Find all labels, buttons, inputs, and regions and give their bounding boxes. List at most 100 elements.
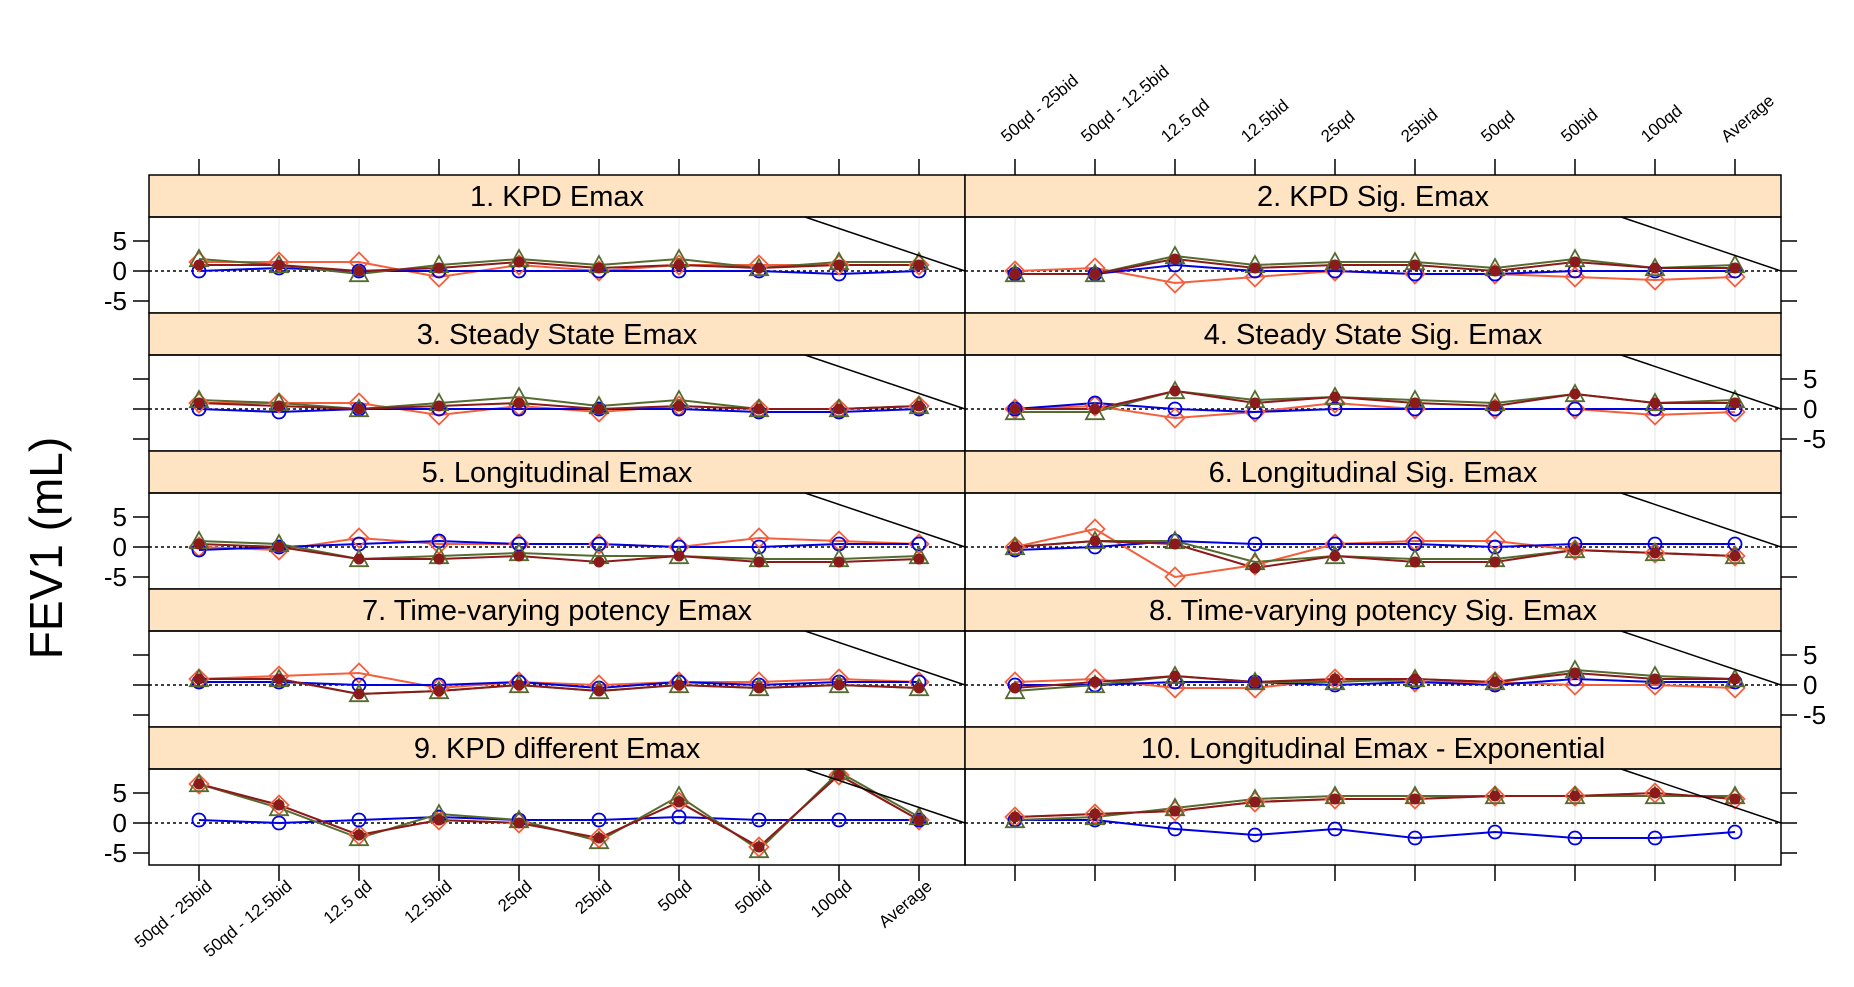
data-point-dot — [353, 553, 365, 565]
series-line-diamond — [198, 773, 920, 849]
data-point-dot — [273, 673, 285, 685]
data-point-dot — [913, 553, 925, 565]
y-tick-label: -5 — [104, 562, 127, 592]
diagonal-line — [1620, 768, 1782, 824]
y-tick-label: 5 — [113, 502, 127, 532]
data-point-diamond — [1644, 269, 1666, 291]
panel-strip — [148, 450, 966, 494]
data-point-dot — [513, 397, 525, 409]
y-tick-label: 0 — [113, 256, 127, 286]
data-point-dot — [753, 262, 765, 274]
x-tick-label-bottom: 12.5bid — [401, 877, 456, 927]
series-line-circle — [198, 408, 920, 414]
panel-title: 3. Steady State Emax — [417, 319, 698, 351]
x-tick-label-bottom: 50qd - 12.5bid — [200, 877, 295, 961]
panel-title: 6. Longitudinal Sig. Emax — [1209, 457, 1538, 489]
data-point-dot — [353, 829, 365, 841]
data-point-dot — [1169, 538, 1181, 550]
data-point-dot — [1649, 673, 1661, 685]
series-line-dot — [1014, 671, 1735, 689]
x-tick-label-top: 100qd — [1637, 101, 1685, 146]
data-point-dot — [513, 550, 525, 562]
data-point-dot — [273, 259, 285, 271]
diagonal-line — [1620, 492, 1782, 548]
data-point-dot — [913, 814, 925, 826]
panel-4: 4. Steady State Sig. Emax -505 — [964, 312, 1826, 454]
data-point-dot — [353, 403, 365, 415]
data-point-dot — [1329, 259, 1341, 271]
data-point-diamond — [1724, 545, 1746, 567]
data-point-dot — [1329, 793, 1341, 805]
data-point-dot — [1569, 667, 1581, 679]
x-tick-label-bottom: 12.5 qd — [320, 877, 376, 928]
data-point-circle — [751, 539, 767, 555]
data-point-diamond — [188, 773, 210, 795]
data-point-dot — [1489, 400, 1501, 412]
data-point-dot — [1409, 556, 1421, 568]
data-point-diamond — [1244, 791, 1266, 813]
series-line-diamond — [1014, 527, 1736, 579]
data-point-circle — [1487, 539, 1503, 555]
data-point-dot — [753, 682, 765, 694]
panel-9: 9. KPD different Emax -505 — [104, 726, 966, 868]
data-point-dot — [673, 259, 685, 271]
data-point-dot — [1649, 397, 1661, 409]
data-point-dot — [673, 550, 685, 562]
data-point-dot — [833, 769, 845, 781]
data-point-dot — [593, 832, 605, 844]
x-tick-label-top: 12.5 qd — [1157, 95, 1213, 146]
data-point-circle — [911, 536, 927, 552]
data-point-dot — [1249, 562, 1261, 574]
x-tick-label-top: Average — [1717, 91, 1777, 146]
data-point-dot — [1089, 403, 1101, 415]
y-tick-label: -5 — [1803, 424, 1826, 454]
data-point-diamond — [268, 392, 290, 414]
data-point-circle — [351, 812, 367, 828]
data-point-diamond — [1164, 800, 1186, 822]
data-point-circle — [1167, 821, 1183, 837]
series-line-circle — [1014, 401, 1735, 414]
data-point-dot — [1409, 397, 1421, 409]
data-point-dot — [1009, 268, 1021, 280]
series-line-circle — [199, 680, 919, 690]
data-point-dot — [273, 799, 285, 811]
data-point-dot — [193, 673, 205, 685]
y-tick-label: -5 — [104, 838, 127, 868]
data-point-dot — [593, 556, 605, 568]
data-point-circle — [591, 812, 607, 828]
data-point-dot — [193, 538, 205, 550]
data-point-dot — [513, 256, 525, 268]
data-point-dot — [1329, 673, 1341, 685]
data-point-dot — [1569, 544, 1581, 556]
data-point-dot — [193, 778, 205, 790]
data-point-dot — [833, 259, 845, 271]
series-line-dot — [1015, 389, 1735, 410]
diagonal-line — [1620, 630, 1782, 686]
data-point-dot — [1089, 268, 1101, 280]
series-line-dot — [199, 678, 920, 696]
series-line-dot — [1014, 791, 1736, 818]
series-line-dot — [1015, 257, 1735, 275]
data-point-dot — [433, 553, 445, 565]
data-point-dot — [913, 400, 925, 412]
series-line-diamond — [198, 671, 920, 690]
data-point-dot — [1409, 673, 1421, 685]
diagonal-line — [804, 354, 966, 410]
data-point-diamond — [1084, 668, 1106, 690]
series-line-triangle — [198, 540, 920, 561]
data-point-circle — [191, 812, 207, 828]
data-point-dot — [1729, 262, 1741, 274]
panel-title: 8. Time-varying potency Sig. Emax — [1149, 595, 1598, 627]
data-point-dot — [593, 685, 605, 697]
panel-title: 1. KPD Emax — [470, 181, 645, 213]
data-point-dot — [1009, 403, 1021, 415]
x-tick-label-bottom: 25qd — [494, 877, 535, 916]
x-tick-label-bottom: Average — [875, 877, 935, 932]
panel-2: 2. KPD Sig. Emax — [964, 174, 1797, 314]
data-point-dot — [673, 796, 685, 808]
series-line-dot — [1014, 539, 1736, 570]
diagonal-line — [804, 216, 966, 272]
y-tick-label: -5 — [1803, 700, 1826, 730]
data-point-diamond — [1724, 788, 1746, 810]
data-point-dot — [753, 841, 765, 853]
